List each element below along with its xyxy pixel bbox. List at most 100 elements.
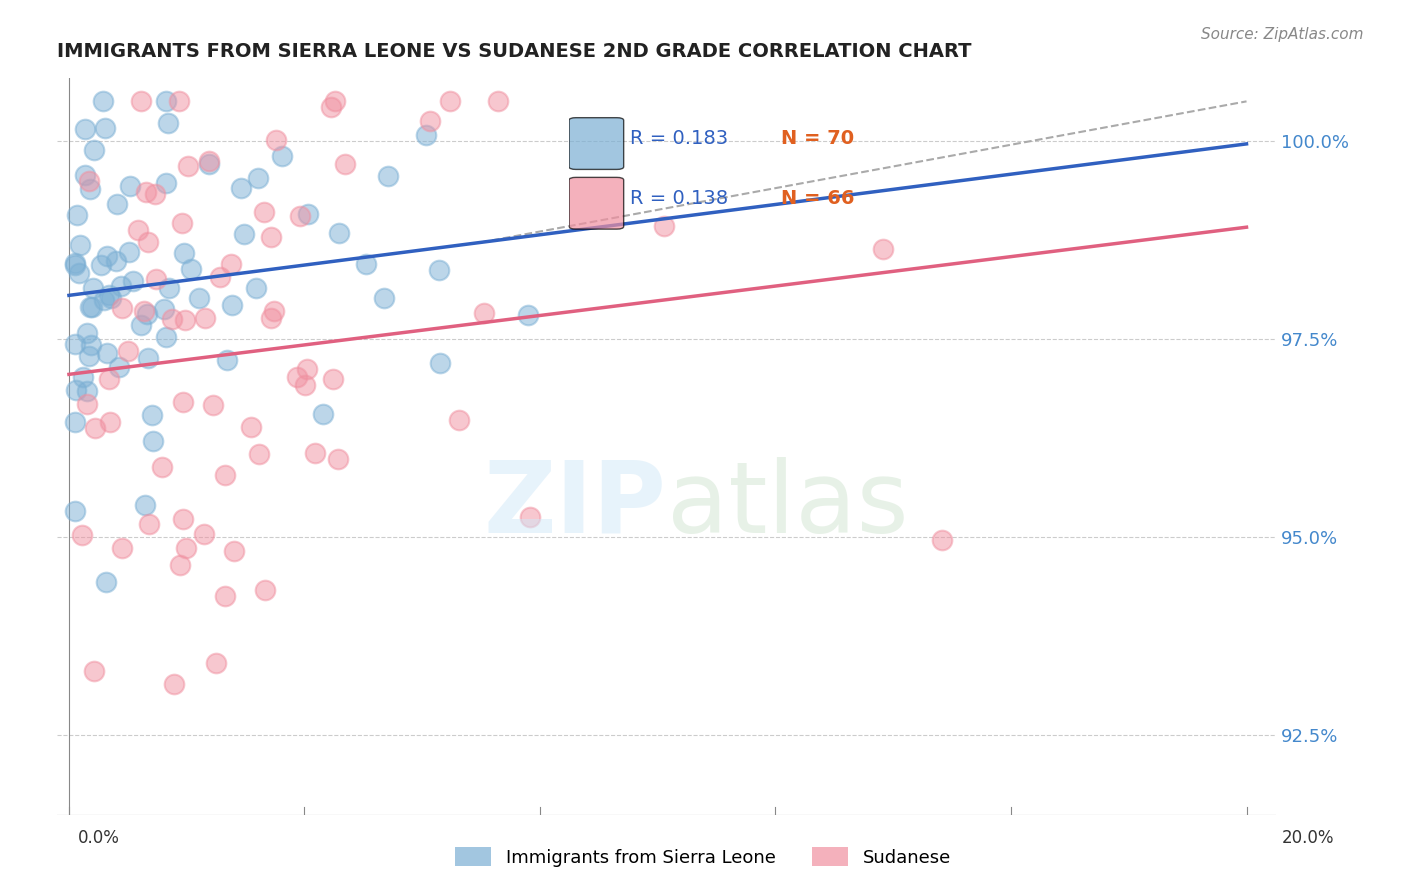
- Point: [169, 95, 191, 109]
- Point: [76, 326, 98, 340]
- Point: [297, 206, 319, 220]
- Point: [322, 371, 344, 385]
- Point: [239, 419, 262, 434]
- Point: [145, 186, 167, 201]
- Point: [132, 303, 155, 318]
- Point: [65, 383, 87, 397]
- Point: [73, 168, 96, 182]
- Point: [172, 512, 194, 526]
- Point: [205, 656, 228, 670]
- Point: [100, 291, 122, 305]
- Point: [100, 415, 122, 429]
- Point: [177, 159, 200, 173]
- Point: [127, 223, 149, 237]
- Point: [373, 291, 395, 305]
- Point: [97, 287, 120, 301]
- Point: [271, 149, 294, 163]
- Point: [136, 235, 159, 249]
- Text: ZIP: ZIP: [484, 457, 666, 554]
- Text: atlas: atlas: [666, 457, 908, 554]
- Point: [70, 528, 93, 542]
- Point: [136, 351, 159, 366]
- Point: [138, 517, 160, 532]
- Point: [63, 337, 86, 351]
- Point: [427, 263, 450, 277]
- Point: [80, 300, 103, 314]
- Point: [290, 209, 312, 223]
- Point: [90, 258, 112, 272]
- Point: [169, 558, 191, 572]
- Text: 0.0%: 0.0%: [77, 829, 120, 847]
- Point: [197, 157, 219, 171]
- Point: [519, 509, 541, 524]
- Point: [208, 270, 231, 285]
- Point: [129, 95, 152, 109]
- Point: [486, 95, 509, 109]
- Point: [247, 447, 270, 461]
- Point: [107, 360, 129, 375]
- Point: [198, 153, 221, 168]
- Point: [328, 226, 350, 240]
- Point: [122, 274, 145, 288]
- Point: [72, 369, 94, 384]
- Point: [233, 227, 256, 241]
- Point: [157, 116, 180, 130]
- Point: [304, 446, 326, 460]
- Point: [872, 242, 894, 256]
- Point: [82, 281, 104, 295]
- Point: [295, 362, 318, 376]
- Point: [63, 504, 86, 518]
- Legend: Immigrants from Sierra Leone, Sudanese: Immigrants from Sierra Leone, Sudanese: [449, 840, 957, 874]
- Point: [142, 434, 165, 449]
- Text: 20.0%: 20.0%: [1281, 829, 1334, 847]
- Point: [219, 257, 242, 271]
- Point: [155, 176, 177, 190]
- Point: [194, 311, 217, 326]
- Point: [94, 121, 117, 136]
- Point: [652, 219, 675, 233]
- Point: [155, 95, 177, 109]
- Point: [172, 394, 194, 409]
- Point: [79, 182, 101, 196]
- Point: [323, 95, 346, 109]
- Point: [91, 95, 114, 109]
- Point: [131, 318, 153, 332]
- Point: [120, 178, 142, 193]
- Point: [429, 356, 451, 370]
- Point: [247, 171, 270, 186]
- Point: [214, 467, 236, 482]
- Point: [193, 527, 215, 541]
- Point: [260, 311, 283, 326]
- Point: [104, 254, 127, 268]
- Point: [110, 279, 132, 293]
- Point: [188, 291, 211, 305]
- Point: [83, 665, 105, 679]
- Point: [94, 574, 117, 589]
- Point: [155, 329, 177, 343]
- Point: [73, 122, 96, 136]
- Point: [162, 676, 184, 690]
- Point: [263, 304, 285, 318]
- Point: [160, 312, 183, 326]
- Point: [97, 372, 120, 386]
- Point: [173, 245, 195, 260]
- Point: [150, 460, 173, 475]
- Point: [79, 300, 101, 314]
- Point: [245, 281, 267, 295]
- Point: [266, 133, 288, 147]
- Point: [217, 353, 239, 368]
- Point: [141, 408, 163, 422]
- Point: [76, 397, 98, 411]
- Point: [105, 197, 128, 211]
- Point: [229, 181, 252, 195]
- Point: [117, 344, 139, 359]
- Point: [333, 157, 356, 171]
- Point: [180, 262, 202, 277]
- Point: [449, 413, 471, 427]
- Point: [77, 174, 100, 188]
- Point: [174, 313, 197, 327]
- Point: [419, 114, 441, 128]
- Point: [135, 307, 157, 321]
- Point: [201, 398, 224, 412]
- Point: [157, 281, 180, 295]
